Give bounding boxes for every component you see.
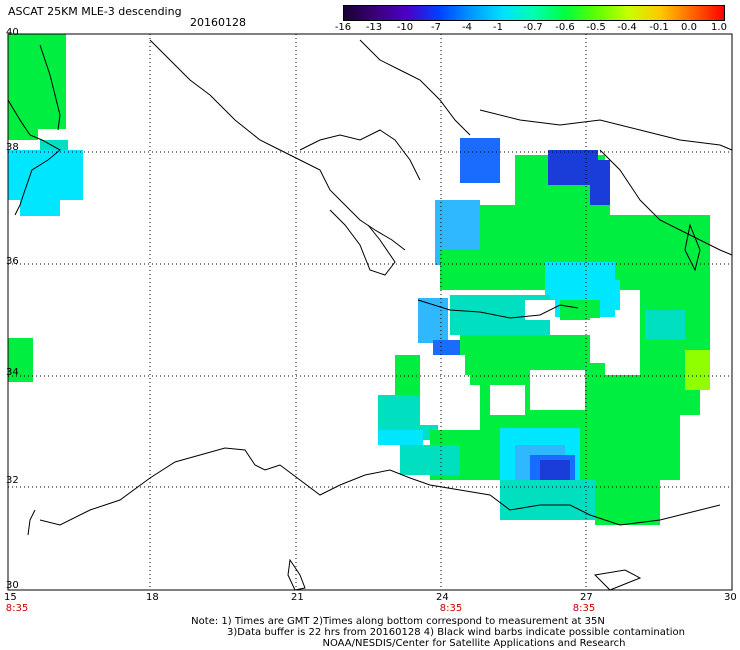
wind-cell [480, 205, 610, 255]
gridline-layer [8, 34, 732, 590]
lat-label: 40 [6, 27, 19, 38]
coastline [359, 39, 471, 136]
lon-label: 21 [291, 592, 304, 603]
colorbar-label: -0.4 [617, 22, 637, 33]
no-data-gap [490, 385, 525, 415]
note-line-3: NOAA/NESDIS/Center for Satellite Applica… [322, 638, 626, 649]
lat-label: 30 [6, 580, 19, 591]
wind-cell [560, 300, 600, 320]
colorbar-label: -13 [365, 22, 383, 33]
wind-cell [20, 198, 60, 216]
coastline [299, 129, 421, 181]
lat-label: 38 [6, 142, 19, 153]
coastline [39, 447, 281, 526]
colorbar-labels: -16 -13 -10 -7 -4 -1 -0.7 -0.6 -0.5 -0.4… [335, 22, 733, 36]
chart-date: 20160128 [190, 16, 246, 29]
colorbar-label: -16 [334, 22, 352, 33]
wind-cell [8, 128, 38, 140]
wind-cell [418, 298, 448, 343]
lat-label: 36 [6, 256, 19, 267]
coastline [479, 109, 733, 151]
wind-cell [378, 430, 423, 445]
colorbar-gradient [344, 6, 724, 20]
colorbar-label: -1 [493, 22, 503, 33]
wind-cell [590, 160, 610, 205]
coastline [417, 299, 579, 319]
note-line-2: 3)Data buffer is 22 hrs from 20160128 4)… [227, 627, 685, 638]
no-data-gap [590, 318, 635, 363]
lon-label: 18 [146, 592, 159, 603]
coastline [329, 209, 396, 276]
colorbar-label: -0.6 [555, 22, 575, 33]
wind-cell [548, 150, 598, 185]
lat-label: 32 [6, 475, 19, 486]
wind-cell [685, 350, 710, 390]
lon-label: 27 [580, 592, 593, 603]
wind-cell [8, 150, 83, 200]
colorbar-label: -0.1 [649, 22, 669, 33]
colorbar-label: -4 [462, 22, 472, 33]
map-frame [7, 33, 733, 591]
note-line-1: Note: 1) Times are GMT 2)Times along bot… [191, 616, 605, 627]
wind-field-layer [8, 34, 710, 525]
colorbar-label: -7 [431, 22, 441, 33]
colorbar-label: -10 [396, 22, 414, 33]
colorbar-label: -0.5 [586, 22, 606, 33]
time-label: 8:35 [5, 603, 29, 614]
wind-cell [460, 138, 500, 183]
lon-label: 30 [724, 592, 737, 603]
wind-cell [500, 480, 600, 520]
colorbar-label: 1.0 [711, 22, 727, 33]
lon-label: 15 [4, 592, 17, 603]
wind-cell [8, 34, 66, 129]
coastline [27, 509, 36, 536]
lon-label: 24 [436, 592, 449, 603]
coastline [593, 569, 642, 591]
colorbar-label: 0.0 [681, 22, 697, 33]
colorbar [343, 5, 725, 21]
chart-title: ASCAT 25KM MLE-3 descending [8, 5, 182, 18]
wind-cell [600, 215, 710, 290]
colorbar-label: -0.7 [523, 22, 543, 33]
wind-cell [8, 338, 33, 382]
time-label: 8:35 [572, 603, 596, 614]
coastline [39, 44, 61, 131]
wind-cell [595, 470, 660, 525]
wind-cell [400, 445, 460, 475]
coastline [149, 39, 406, 251]
coastline [684, 223, 701, 272]
coastline [7, 99, 61, 216]
wind-cell [645, 310, 685, 340]
time-label: 8:35 [439, 603, 463, 614]
lat-label: 34 [6, 367, 19, 378]
no-data-gap [530, 370, 585, 410]
no-data-gap [525, 300, 555, 320]
no-data-gap [420, 355, 465, 425]
coastline [287, 558, 306, 591]
coastline [599, 149, 733, 256]
